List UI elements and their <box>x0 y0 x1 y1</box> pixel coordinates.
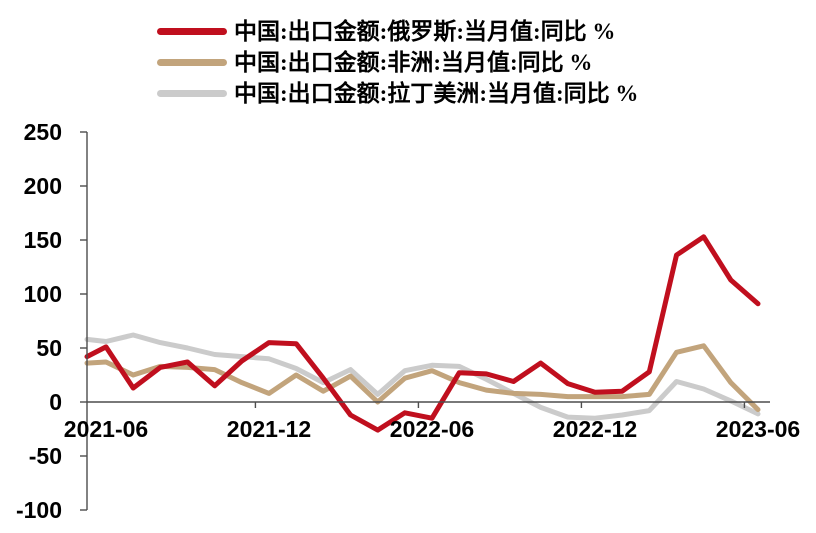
y-tick-label: 250 <box>23 119 62 145</box>
x-tick-label: 2022-06 <box>389 416 475 442</box>
x-tick-label: 2021-06 <box>63 416 149 442</box>
legend-label-russia: 中国:出口金额:俄罗斯:当月值:同比 % <box>234 19 616 44</box>
legend-swatch-africa <box>157 59 227 66</box>
y-tick-label: 200 <box>23 173 62 199</box>
legend-label-latam: 中国:出口金额:拉丁美洲:当月值:同比 % <box>234 81 639 106</box>
x-tick-label: 2022-12 <box>552 416 638 442</box>
y-tick-label: -50 <box>28 443 62 469</box>
legend-item-africa: 中国:出口金额:非洲:当月值:同比 % <box>157 47 638 78</box>
series-line-0 <box>84 234 761 433</box>
series-line-2 <box>84 332 761 421</box>
legend-item-latam: 中国:出口金额:拉丁美洲:当月值:同比 % <box>157 78 638 109</box>
x-tick-label: 2023-06 <box>715 416 801 442</box>
y-tick-label: 100 <box>23 281 62 307</box>
legend: 中国:出口金额:俄罗斯:当月值:同比 % 中国:出口金额:非洲:当月值:同比 %… <box>157 16 638 109</box>
y-tick-label: 50 <box>36 335 62 361</box>
legend-swatch-latam <box>157 90 227 97</box>
y-tick-label: -100 <box>15 497 62 523</box>
legend-swatch-russia <box>157 28 227 35</box>
y-tick-label: 0 <box>49 389 62 415</box>
legend-item-russia: 中国:出口金额:俄罗斯:当月值:同比 % <box>157 16 638 47</box>
x-tick-label: 2021-12 <box>226 416 312 442</box>
legend-label-africa: 中国:出口金额:非洲:当月值:同比 % <box>234 50 593 75</box>
y-tick-label: 150 <box>23 227 62 253</box>
